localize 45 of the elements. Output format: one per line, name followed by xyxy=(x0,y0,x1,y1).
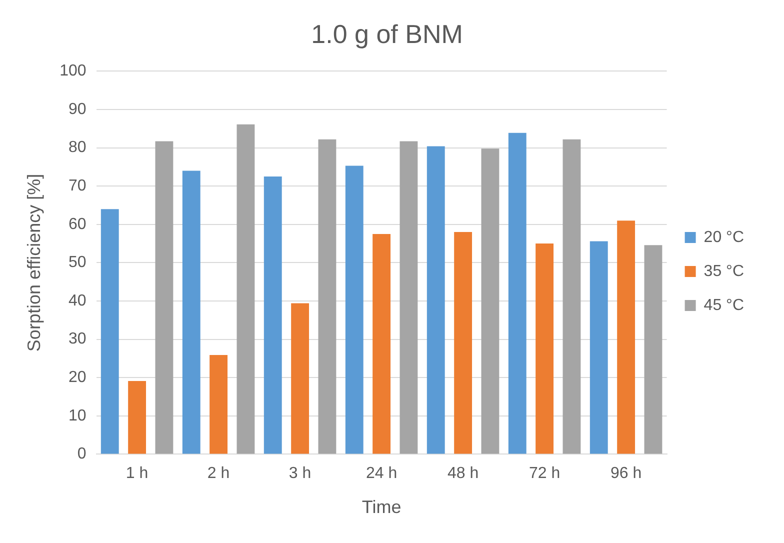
y-tick-label: 60 xyxy=(68,216,86,233)
y-tick-label: 10 xyxy=(68,407,86,424)
bar xyxy=(590,241,608,454)
bar xyxy=(236,124,255,454)
y-tick-label: 80 xyxy=(68,139,86,156)
bar xyxy=(508,132,526,454)
bar xyxy=(100,209,119,454)
bar xyxy=(182,170,200,454)
x-tick-label: 3 h xyxy=(288,465,312,482)
legend-label: 20 °C xyxy=(704,228,744,246)
y-axis-title: Sorption efficiency [%] xyxy=(24,174,44,352)
bar xyxy=(155,141,174,454)
bar xyxy=(264,176,282,454)
y-tick-label: 20 xyxy=(68,369,86,386)
y-tick-label: 50 xyxy=(68,254,86,272)
bar xyxy=(345,166,364,454)
bar xyxy=(128,381,146,454)
bar xyxy=(400,141,418,454)
legend-label: 35 °C xyxy=(704,262,744,280)
y-tick-label: 70 xyxy=(68,178,86,195)
y-tick-label: 30 xyxy=(68,330,86,348)
bar xyxy=(291,303,310,454)
bar xyxy=(481,148,500,454)
bar xyxy=(210,355,228,454)
bar xyxy=(644,245,662,454)
x-tick-label: 1 h xyxy=(126,465,148,482)
bar xyxy=(536,244,554,454)
bar xyxy=(372,234,391,454)
x-axis-title: Time xyxy=(362,497,402,518)
bar xyxy=(617,220,636,454)
y-tick-label: 90 xyxy=(68,100,86,118)
y-tick-label: 0 xyxy=(77,446,86,463)
chart-title: 1.0 g of BNM xyxy=(311,18,463,49)
x-tick-label: 72 h xyxy=(528,465,560,482)
bar xyxy=(454,232,472,454)
bar xyxy=(562,139,581,454)
bar xyxy=(426,146,445,454)
y-tick-label: 40 xyxy=(68,292,86,310)
x-tick-label: 2 h xyxy=(207,465,230,482)
legend-label: 45 °C xyxy=(704,296,744,314)
x-tick-label: 24 h xyxy=(366,465,398,482)
y-tick-label: 100 xyxy=(60,62,86,80)
x-tick-label: 48 h xyxy=(447,465,479,482)
x-tick-label: 96 h xyxy=(610,465,642,482)
bar xyxy=(318,139,336,454)
